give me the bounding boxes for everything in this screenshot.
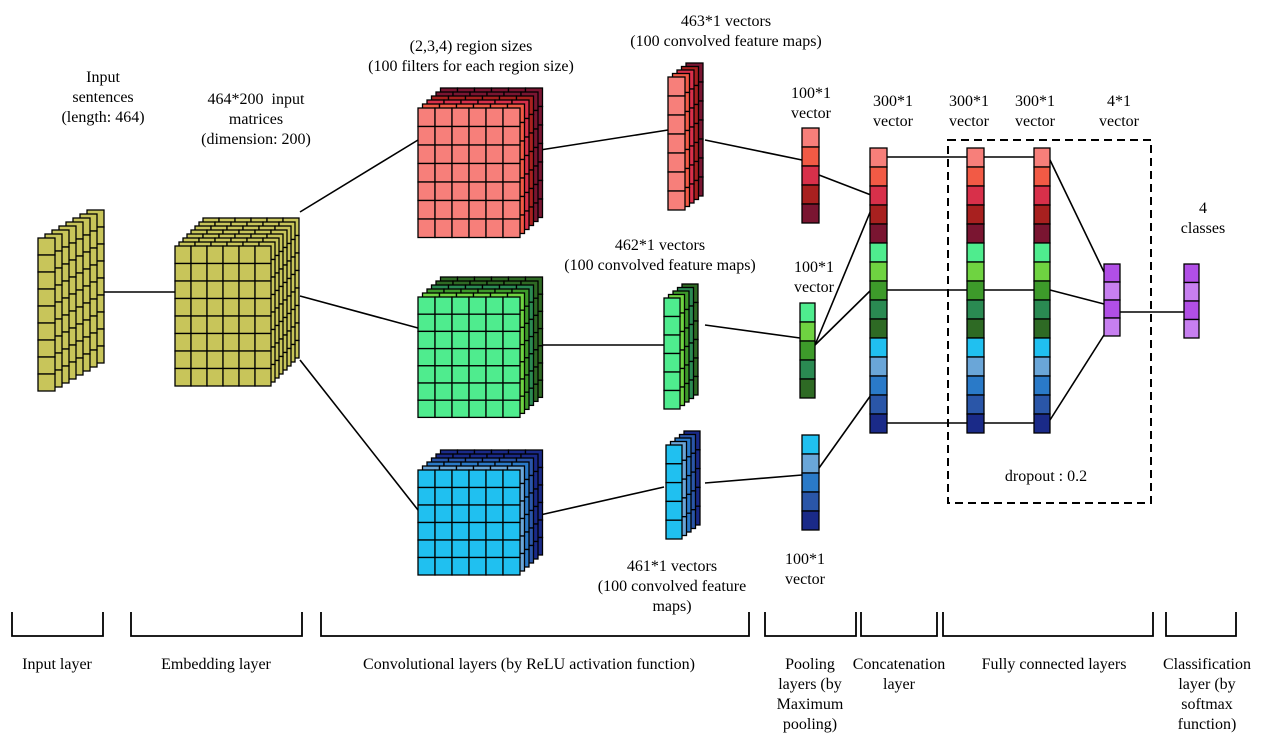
conv-stack-green [417, 276, 544, 419]
input-sentences-label: Input sentences (length: 464) [61, 69, 145, 126]
connector-embedding-conv-bot [299, 359, 419, 511]
feature-maps-461-label: 461*1 vectors (100 convolved feature map… [597, 558, 747, 615]
fc2-vector [1033, 147, 1051, 434]
connector-fc2-out-top [1049, 159, 1105, 273]
grid-cell [665, 519, 683, 540]
classification-layer-label: Classification layer (by softmax functio… [1163, 656, 1251, 733]
grid-cell [254, 367, 272, 387]
connector-pool-concat-top [818, 174, 872, 196]
embedding-matrix-stack [174, 217, 300, 387]
connector-embedding-conv-top [299, 139, 419, 213]
grid-cell [502, 556, 521, 576]
concat-vector-label: 300*1 vector [873, 93, 913, 130]
vector-cell [869, 413, 888, 434]
layer-brackets [11, 612, 1237, 637]
layer-bracket [764, 612, 857, 637]
fully-connected-layers-label: Fully connected layers [981, 656, 1127, 673]
vector-cell [799, 378, 816, 399]
stack-slice [665, 444, 683, 540]
connector-map-pool-top [704, 139, 803, 161]
stack-slice [663, 297, 681, 410]
input-matrices-label: 464*200 input matrices (dimension: 200) [201, 91, 311, 148]
vector-cell [1103, 317, 1121, 337]
class-vector [1183, 263, 1200, 339]
dropout-box [947, 139, 1152, 504]
conv-stack-red [417, 87, 544, 239]
layer-bracket [11, 612, 104, 637]
vector-cell [966, 413, 985, 434]
connector-fc2-out-mid [1049, 289, 1105, 305]
feature-map-stack-blue [665, 430, 701, 540]
vector-cell [801, 510, 820, 531]
grid-cell [663, 389, 681, 410]
layer-bracket [130, 612, 303, 637]
region-sizes-label: (2,3,4) region sizes (100 filters for ea… [368, 38, 574, 75]
connector-conv-map-top [539, 129, 669, 151]
connector-pool-concat-mid-b [814, 209, 872, 346]
classes-label: 4 classes [1180, 200, 1226, 237]
pooling-layers-label: Pooling layers (by Maximum pooling) [776, 656, 844, 733]
layer-bracket [320, 612, 750, 637]
connector-pool-concat-mid-a [814, 289, 872, 346]
vector-cell [1033, 413, 1051, 434]
stack-slice [417, 296, 521, 419]
connector-embedding-conv-mid [299, 295, 419, 329]
layer-bracket [860, 612, 938, 637]
connector-lines [86, 129, 1184, 516]
feature-maps-463-label: 463*1 vectors (100 convolved feature map… [630, 13, 822, 50]
stack-slice [667, 76, 686, 211]
embedding-layer-label: Embedding layer [161, 656, 271, 673]
layer-bracket [1165, 612, 1237, 637]
pooled-vector-top-label: 100*1 vector [791, 85, 831, 122]
pooled-vector-mid-label: 100*1 vector [794, 259, 834, 296]
pooled-vector-bottom-label: 100*1 vector [785, 551, 825, 588]
output-vector-label: 4*1 vector [1099, 93, 1139, 130]
pooled-vector-blue [801, 434, 820, 531]
conv-stack-blue [417, 449, 544, 576]
connector-pool-concat-bot [818, 394, 872, 469]
feature-maps-462-label: 462*1 vectors (100 convolved feature map… [564, 237, 756, 274]
feature-map-stack-green [663, 283, 699, 410]
stack-slice [417, 107, 521, 239]
concat-vector [869, 147, 888, 434]
grid-cell [502, 218, 521, 239]
feature-map-stack-red [667, 62, 704, 211]
fc1-vector [966, 147, 985, 434]
fc1-vector-label: 300*1 vector [949, 93, 989, 130]
dropout-label: dropout : 0.2 [1004, 468, 1088, 485]
stack-slice [174, 245, 272, 387]
block-shapes [37, 62, 1200, 576]
grid-cell [37, 373, 56, 392]
connector-map-pool-mid [704, 324, 801, 339]
stack-slice [417, 469, 521, 576]
connector-map-pool-bot [704, 474, 803, 484]
grid-cell [667, 190, 686, 211]
input-sentence-stack [37, 209, 105, 392]
convolutional-layers-label: Convolutional layers (by ReLU activation… [363, 656, 695, 673]
concatenation-layer-label: Concatenation layer [852, 656, 946, 693]
fc2-vector-label: 300*1 vector [1015, 93, 1055, 130]
connector-conv-map-bot [539, 486, 665, 516]
pooled-vector-red [801, 127, 820, 224]
grid-cell [502, 399, 521, 419]
output-vector [1103, 263, 1121, 337]
pooled-vector-green [799, 302, 816, 399]
connector-fc2-out-bot [1049, 334, 1105, 421]
layer-bracket [942, 612, 1154, 637]
input-layer-label: Input layer [22, 656, 92, 673]
vector-cell [801, 203, 820, 224]
stack-slice [37, 237, 56, 392]
vector-cell [1183, 318, 1200, 339]
